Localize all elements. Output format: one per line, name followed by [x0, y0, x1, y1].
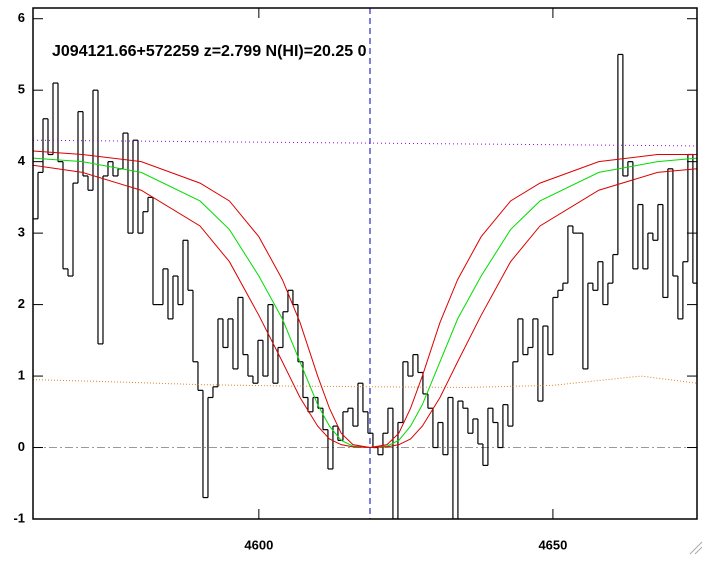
y-tick-label: 2 [18, 296, 25, 311]
y-tick-label: 4 [18, 153, 26, 168]
series-line [33, 139, 697, 147]
series-line [33, 375, 697, 389]
y-tick-label: 6 [18, 10, 25, 25]
annotation: J094121.66+572259 z=2.799 N(HI)=20.25 0 [52, 43, 367, 60]
y-tick-label: 1 [18, 368, 25, 383]
plot-area [33, 8, 697, 519]
y-tick-label: 3 [18, 225, 25, 240]
y-tick-label: -1 [13, 510, 25, 525]
resize-grip [689, 541, 703, 555]
x-tick-label: 4650 [538, 537, 567, 552]
series-line [33, 164, 697, 449]
y-tick-label: 0 [18, 439, 25, 454]
axes-frame [32, 7, 698, 520]
y-tick-label: 5 [18, 82, 25, 97]
x-tick-label: 4600 [244, 537, 273, 552]
